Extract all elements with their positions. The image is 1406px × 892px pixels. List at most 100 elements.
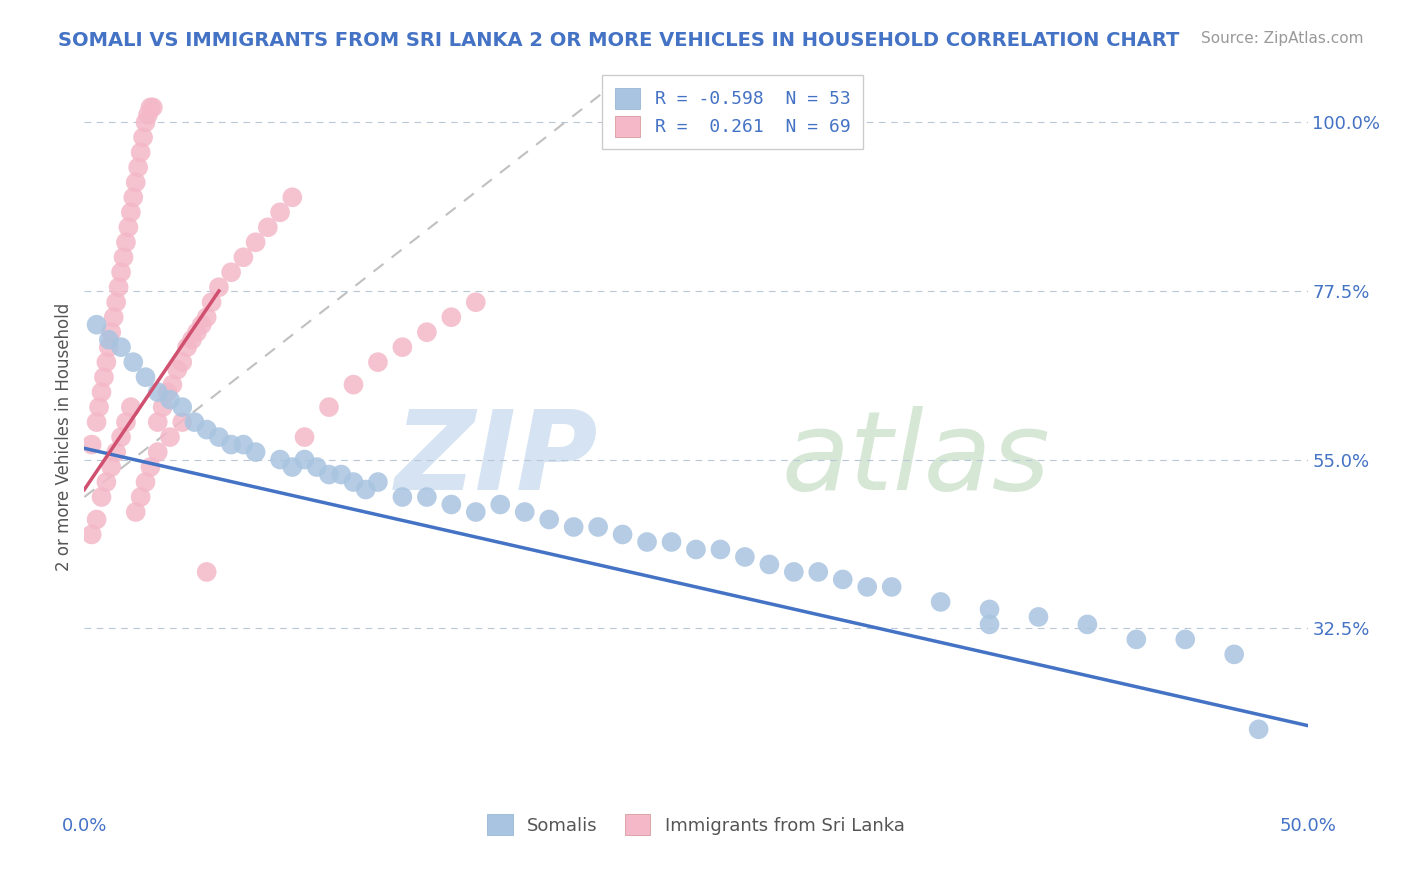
Point: [208, 280, 231, 294]
Point: [856, 580, 879, 594]
Point: [367, 475, 389, 489]
Point: [129, 145, 152, 160]
Point: [93, 370, 115, 384]
Point: [86, 415, 108, 429]
Point: [661, 535, 683, 549]
Point: [86, 512, 108, 526]
Point: [172, 415, 194, 429]
Point: [464, 505, 486, 519]
Point: [136, 108, 159, 122]
Point: [87, 400, 110, 414]
Point: [758, 558, 780, 572]
Point: [979, 602, 1001, 616]
Point: [107, 280, 129, 294]
Point: [281, 190, 304, 204]
Point: [1247, 723, 1270, 737]
Point: [294, 452, 316, 467]
Point: [96, 355, 118, 369]
Point: [219, 265, 242, 279]
Point: [586, 520, 609, 534]
Point: [979, 617, 1001, 632]
Point: [636, 535, 658, 549]
Point: [146, 445, 169, 459]
Point: [232, 250, 254, 264]
Point: [685, 542, 707, 557]
Point: [709, 542, 731, 557]
Point: [294, 430, 316, 444]
Point: [135, 370, 157, 384]
Point: [245, 235, 267, 250]
Point: [186, 325, 208, 339]
Point: [929, 595, 952, 609]
Text: atlas: atlas: [782, 406, 1050, 513]
Point: [1174, 632, 1197, 647]
Point: [1076, 617, 1098, 632]
Point: [135, 115, 157, 129]
Legend: Somalis, Immigrants from Sri Lanka: Somalis, Immigrants from Sri Lanka: [475, 802, 917, 847]
Point: [80, 437, 103, 451]
Point: [367, 355, 389, 369]
Point: [100, 325, 122, 339]
Point: [342, 377, 364, 392]
Point: [232, 437, 254, 451]
Point: [97, 340, 120, 354]
Text: ZIP: ZIP: [395, 406, 598, 513]
Text: Source: ZipAtlas.com: Source: ZipAtlas.com: [1201, 31, 1364, 46]
Point: [416, 490, 439, 504]
Point: [159, 392, 181, 407]
Point: [86, 318, 108, 332]
Point: [105, 445, 128, 459]
Point: [120, 205, 142, 219]
Point: [191, 318, 214, 332]
Point: [538, 512, 561, 526]
Point: [489, 498, 512, 512]
Point: [142, 100, 165, 114]
Point: [281, 460, 304, 475]
Point: [200, 295, 222, 310]
Point: [105, 295, 128, 310]
Point: [125, 505, 148, 519]
Point: [807, 565, 830, 579]
Point: [115, 415, 138, 429]
Point: [183, 415, 205, 429]
Point: [90, 385, 112, 400]
Text: SOMALI VS IMMIGRANTS FROM SRI LANKA 2 OR MORE VEHICLES IN HOUSEHOLD CORRELATION : SOMALI VS IMMIGRANTS FROM SRI LANKA 2 OR…: [58, 31, 1180, 50]
Point: [80, 527, 103, 541]
Point: [305, 460, 328, 475]
Point: [97, 333, 120, 347]
Point: [156, 385, 179, 400]
Y-axis label: 2 or more Vehicles in Household: 2 or more Vehicles in Household: [55, 303, 73, 571]
Point: [783, 565, 806, 579]
Point: [129, 490, 152, 504]
Point: [612, 527, 634, 541]
Point: [125, 175, 148, 189]
Point: [208, 430, 231, 444]
Point: [96, 475, 118, 489]
Point: [318, 467, 340, 482]
Point: [354, 483, 377, 497]
Point: [245, 445, 267, 459]
Point: [416, 325, 439, 339]
Point: [127, 161, 149, 175]
Point: [162, 377, 184, 392]
Point: [342, 475, 364, 489]
Point: [146, 415, 169, 429]
Point: [152, 400, 174, 414]
Point: [139, 460, 162, 475]
Point: [181, 333, 204, 347]
Point: [117, 220, 139, 235]
Point: [464, 295, 486, 310]
Point: [269, 452, 291, 467]
Point: [132, 130, 155, 145]
Point: [122, 190, 145, 204]
Point: [440, 498, 463, 512]
Point: [135, 475, 157, 489]
Point: [318, 400, 340, 414]
Point: [1125, 632, 1147, 647]
Point: [110, 430, 132, 444]
Point: [440, 310, 463, 325]
Point: [159, 430, 181, 444]
Point: [110, 265, 132, 279]
Point: [391, 490, 413, 504]
Point: [120, 400, 142, 414]
